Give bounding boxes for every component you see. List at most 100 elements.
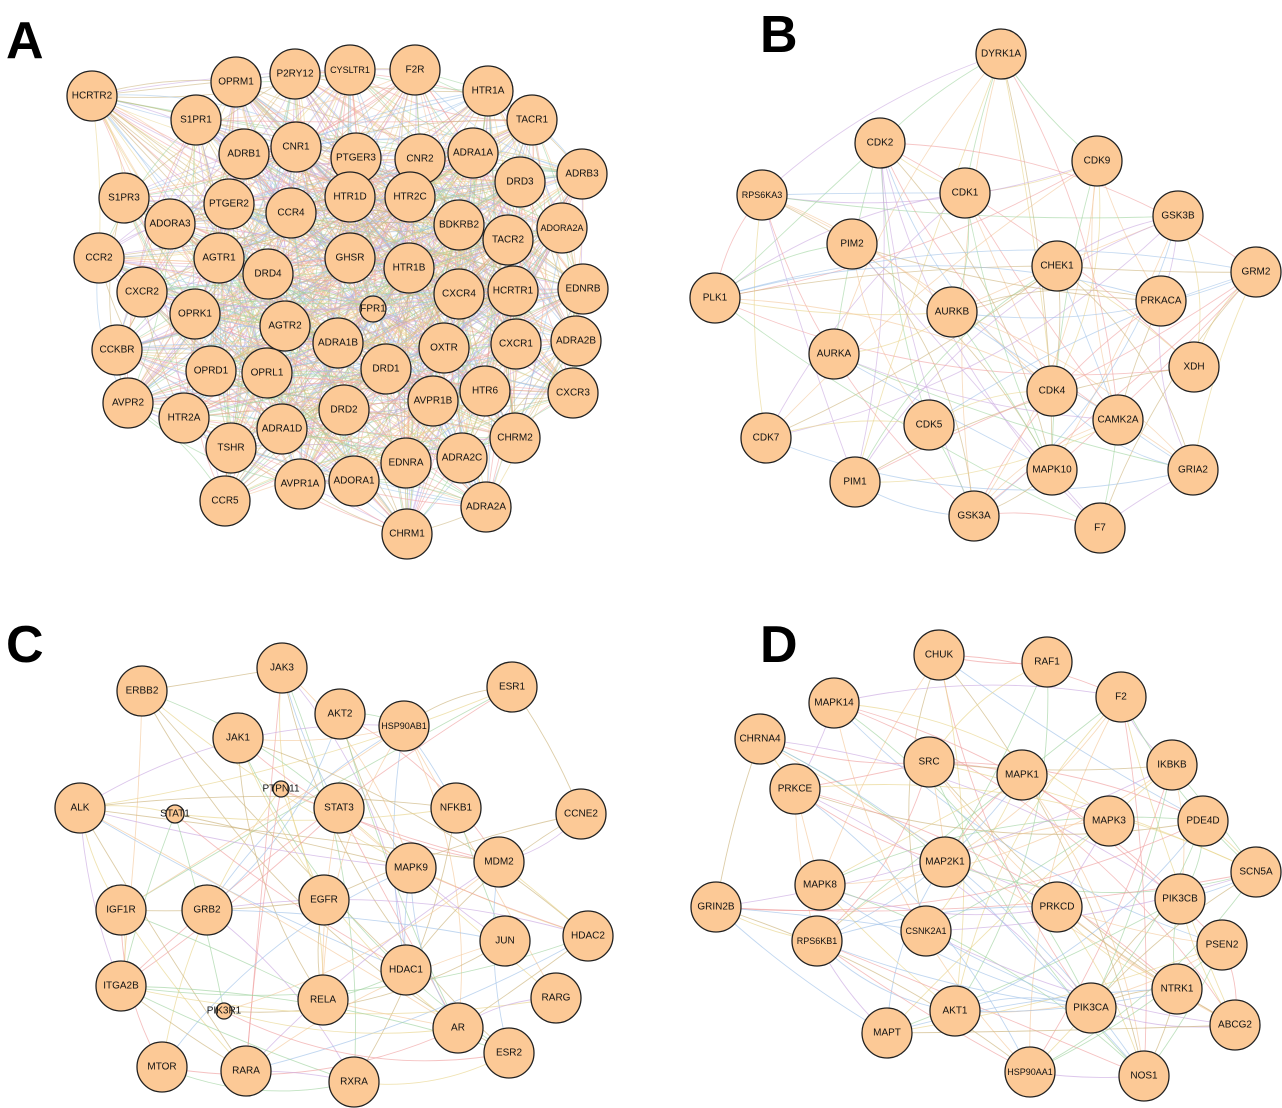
node-csnk2a1: CSNK2A1 xyxy=(900,905,952,957)
node-fpr1: FPR1 xyxy=(359,295,387,323)
network-edge xyxy=(1051,271,1257,392)
node-circle xyxy=(218,128,270,180)
node-alk: ALK xyxy=(54,782,106,834)
node-circle xyxy=(270,121,322,173)
node-circle xyxy=(1026,444,1078,496)
node-f7: F7 xyxy=(1074,502,1126,554)
node-hdac1: HDAC1 xyxy=(380,944,432,996)
node-label: MAPK1 xyxy=(1005,770,1039,781)
network-edge xyxy=(938,654,965,1012)
node-gsk3a: GSK3A xyxy=(948,490,1000,542)
network-edge xyxy=(1090,820,1204,1009)
node-label: F2R xyxy=(406,65,425,76)
network-edge xyxy=(123,178,351,199)
node-label: HCRTR2 xyxy=(72,91,113,102)
node-circle xyxy=(212,712,264,764)
node-adra2c: ADRA2C xyxy=(436,432,488,484)
node-circle xyxy=(102,377,154,429)
network-edge xyxy=(120,807,340,987)
network-edge xyxy=(120,909,324,1001)
network-edge xyxy=(819,764,1173,886)
node-label: CDK4 xyxy=(1039,386,1066,397)
network-edge xyxy=(281,667,412,869)
network-edge xyxy=(194,313,516,439)
node-itga2b: ITGA2B xyxy=(95,960,147,1012)
network-edge xyxy=(338,807,459,1029)
node-mapk3: MAPK3 xyxy=(1083,795,1135,847)
panel-a-letter: A xyxy=(6,12,44,70)
node-circle xyxy=(459,365,511,417)
network-edge xyxy=(761,192,966,196)
network-edge xyxy=(925,820,1110,932)
network-edge xyxy=(210,370,407,464)
node-ednra: EDNRA xyxy=(380,437,432,489)
network-edge xyxy=(79,807,247,1072)
node-label: CXCR4 xyxy=(442,289,476,300)
node-pik3ca: PIK3CA xyxy=(1065,982,1117,1034)
node-circle xyxy=(900,905,952,957)
node-circle xyxy=(328,455,380,507)
node-circle xyxy=(1146,739,1198,791)
node-rarg: RARG xyxy=(530,972,582,1024)
network-edge xyxy=(1000,53,1119,421)
network-edge xyxy=(833,702,1110,822)
network-edge xyxy=(1051,215,1179,471)
network-edge xyxy=(854,265,1058,483)
node-label: HTR1D xyxy=(333,192,366,203)
node-abcg2: ABCG2 xyxy=(1209,999,1261,1051)
node-circle xyxy=(436,432,488,484)
node-circle xyxy=(220,1045,272,1097)
node-circle xyxy=(562,910,614,962)
network-edge xyxy=(338,807,557,999)
node-circle xyxy=(547,367,599,419)
network-edge xyxy=(1056,265,1194,471)
node-label: MAPT xyxy=(873,1028,901,1039)
node-ccne2: CCNE2 xyxy=(555,788,607,840)
network-edge xyxy=(290,212,584,290)
node-circle xyxy=(479,915,531,967)
network-edge xyxy=(127,402,345,423)
node-circle xyxy=(210,56,262,108)
network-edge xyxy=(879,142,930,426)
node-circle xyxy=(170,94,222,146)
node-circle xyxy=(555,788,607,840)
node-circle xyxy=(389,44,441,96)
node-pde4d: PDE4D xyxy=(1177,795,1229,847)
node-circle xyxy=(861,1007,913,1059)
node-avpr1a: AVPR1A xyxy=(274,458,326,510)
node-grm2: GRM2 xyxy=(1230,246,1282,298)
node-circle xyxy=(854,117,906,169)
node-cdk1: CDK1 xyxy=(939,167,991,219)
panel-c-letter: C xyxy=(6,616,44,674)
network-edge xyxy=(886,764,1173,1034)
network-edge xyxy=(879,142,975,517)
node-label: ADORA2A xyxy=(540,223,583,233)
network-edge xyxy=(854,142,885,483)
node-circle xyxy=(136,1041,188,1093)
network-edge xyxy=(761,53,1002,196)
node-oprl1: OPRL1 xyxy=(241,347,293,399)
node-circle xyxy=(460,481,512,533)
node-label: F2 xyxy=(1115,692,1127,703)
network-edge xyxy=(816,761,930,942)
node-circle xyxy=(808,328,860,380)
node-circle xyxy=(298,874,350,926)
node-s1pr3: S1PR3 xyxy=(98,172,150,224)
node-circle xyxy=(265,187,317,239)
node-bdkrb2: BDKRB2 xyxy=(433,199,485,251)
node-label: RARA xyxy=(232,1066,260,1077)
node-grin2b: GRIN2B xyxy=(690,881,742,933)
node-oprd1: OPRD1 xyxy=(185,345,237,397)
node-label: CCR5 xyxy=(211,496,239,507)
network-edge xyxy=(461,288,584,459)
node-circle xyxy=(242,248,294,300)
network-edge xyxy=(174,807,457,821)
node-circle xyxy=(1083,795,1135,847)
node-circle xyxy=(256,403,308,455)
node-label: PRKACA xyxy=(1140,296,1181,307)
network-edge xyxy=(224,452,463,502)
node-label: HTR2C xyxy=(393,192,426,203)
node-hcrtr2: HCRTR2 xyxy=(66,70,118,122)
node-label: HDAC1 xyxy=(389,965,423,976)
node-label: SCN5A xyxy=(1239,867,1273,878)
